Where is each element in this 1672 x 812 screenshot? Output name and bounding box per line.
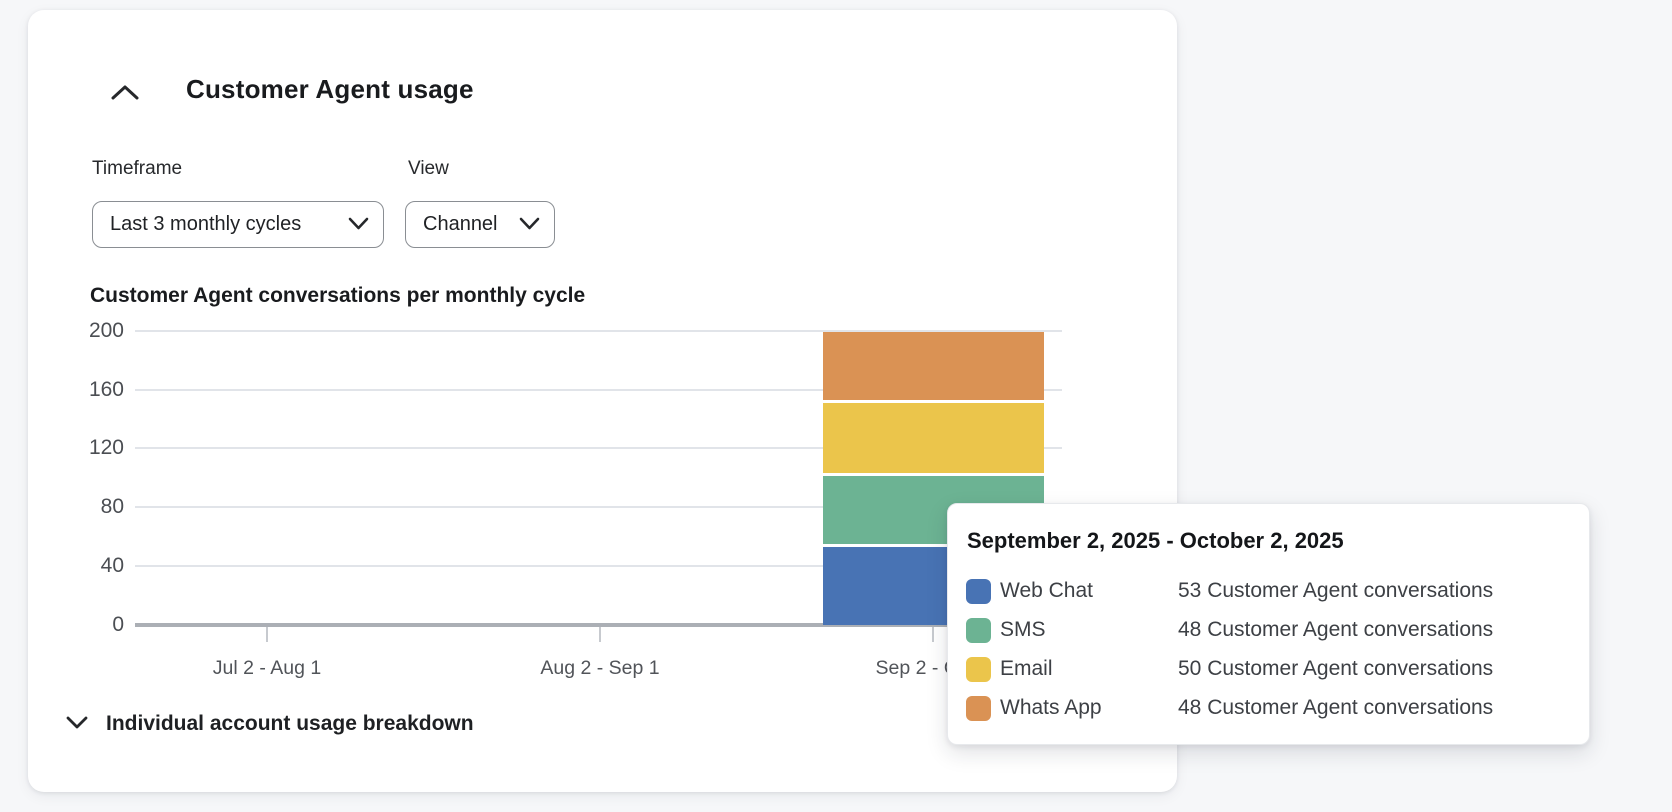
tooltip-channel-label: SMS — [1000, 618, 1046, 641]
tooltip-channel-label: Email — [1000, 657, 1053, 680]
y-axis-tick-label: 200 — [88, 318, 124, 342]
y-gridline — [135, 388, 1062, 391]
y-gridline — [135, 329, 1062, 332]
y-axis-tick-label: 120 — [88, 436, 124, 460]
y-axis-tick-label: 80 — [100, 495, 124, 519]
tooltip-date-range: September 2, 2025 - October 2, 2025 — [967, 528, 1344, 553]
chevron-down-icon — [332, 213, 369, 236]
tooltip-channel-value: 48 Customer Agent conversations — [1178, 696, 1494, 719]
view-selected-value: Channel — [423, 213, 498, 235]
page-title: Customer Agent usage — [186, 74, 474, 104]
y-gridline — [135, 447, 1062, 450]
chevron-down-icon — [66, 716, 88, 733]
tooltip-row: Email 50 Customer Agent conversations — [948, 655, 1589, 685]
y-gridline — [135, 506, 1062, 509]
timeframe-selected-value: Last 3 monthly cycles — [110, 213, 302, 235]
legend-swatch-icon — [966, 657, 991, 682]
x-axis-tick — [932, 627, 934, 642]
customer-agent-usage-card: Customer Agent usage Timeframe Last 3 mo… — [28, 10, 1177, 792]
chevron-down-icon — [503, 213, 540, 236]
breakdown-label: Individual account usage breakdown — [106, 712, 474, 735]
x-axis-tick — [599, 627, 601, 642]
legend-swatch-icon — [966, 696, 991, 721]
tooltip-channel-label: Web Chat — [1000, 579, 1093, 602]
y-gridline — [135, 565, 1062, 568]
tooltip-row: Web Chat 53 Customer Agent conversations — [948, 577, 1589, 607]
y-axis-tick-label: 0 — [112, 613, 124, 636]
bar-segment-whats-app[interactable] — [822, 332, 1044, 400]
tooltip-channel-value: 48 Customer Agent conversations — [1178, 618, 1494, 641]
chart-title: Customer Agent conversations per monthly… — [90, 284, 586, 307]
bar-segment-email[interactable] — [822, 402, 1044, 474]
collapse-section-button[interactable] — [106, 80, 144, 108]
tooltip-row: SMS 48 Customer Agent conversations — [948, 616, 1589, 646]
legend-swatch-icon — [966, 618, 991, 643]
x-axis-category-label: Aug 2 - Sep 1 — [540, 657, 660, 679]
chart-tooltip: September 2, 2025 - October 2, 2025 Web … — [947, 503, 1590, 745]
y-axis-tick-label: 40 — [100, 554, 124, 578]
tooltip-channel-value: 53 Customer Agent conversations — [1178, 579, 1494, 602]
x-axis-tick — [266, 627, 268, 642]
timeframe-select[interactable]: Last 3 monthly cycles — [92, 201, 384, 248]
chevron-up-icon — [110, 84, 140, 104]
legend-swatch-icon — [966, 579, 991, 604]
tooltip-row: Whats App 48 Customer Agent conversations — [948, 694, 1589, 724]
view-select[interactable]: Channel — [405, 201, 555, 248]
x-axis-category-label: Jul 2 - Aug 1 — [212, 657, 322, 679]
tooltip-channel-label: Whats App — [1000, 696, 1102, 719]
view-label: View — [408, 158, 449, 179]
tooltip-channel-value: 50 Customer Agent conversations — [1178, 657, 1494, 680]
timeframe-label: Timeframe — [92, 158, 183, 179]
x-axis-baseline — [135, 623, 1062, 627]
y-axis-tick-label: 160 — [88, 377, 124, 401]
individual-breakdown-toggle[interactable]: Individual account usage breakdown — [66, 712, 474, 736]
